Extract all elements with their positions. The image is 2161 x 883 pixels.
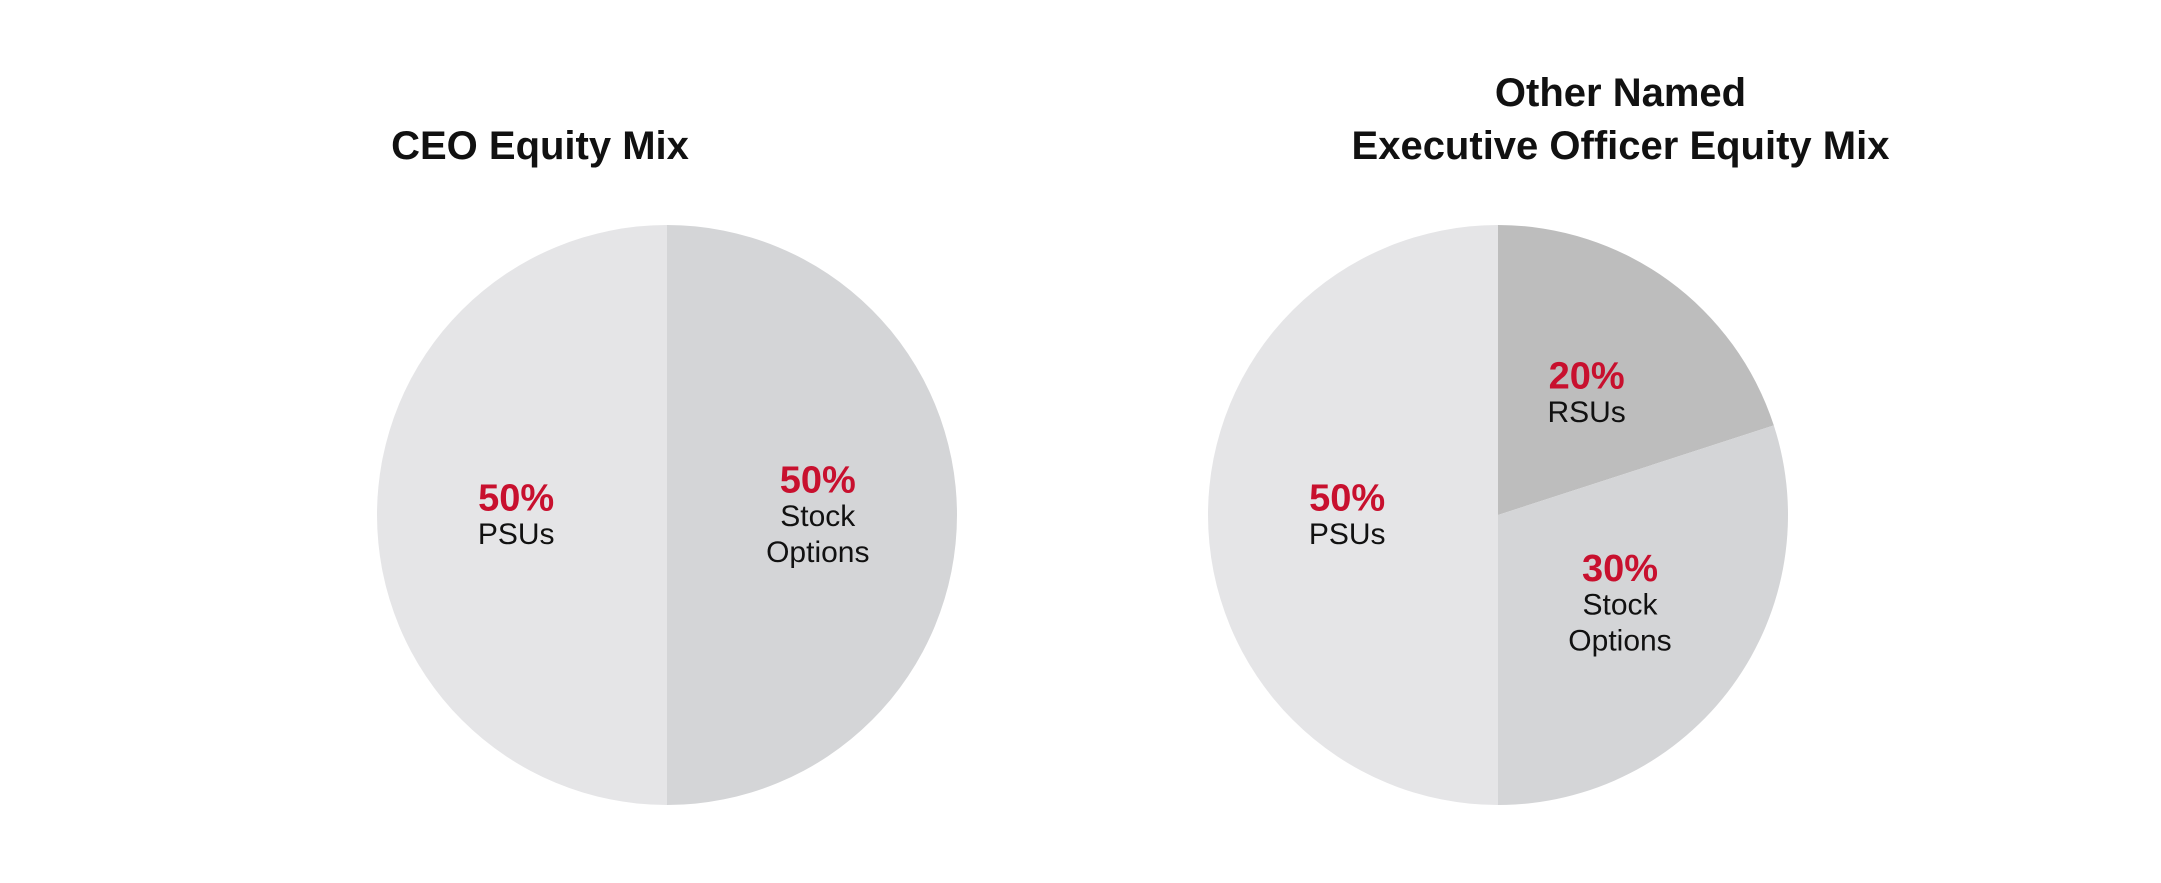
slice-category-label: Stock xyxy=(780,500,856,533)
pie-slice xyxy=(1498,425,1788,805)
slice-category-label: Stock xyxy=(1582,589,1658,622)
slice-category-label: PSUs xyxy=(1309,518,1386,551)
slice-percent-label: 50% xyxy=(780,459,856,501)
ceo-equity-mix-chart: CEO Equity Mix 50% Stock Options 50% PSUs xyxy=(0,0,1080,883)
slice-percent-label: 50% xyxy=(1309,477,1385,519)
chart-title-line: Other Named xyxy=(1494,71,1747,115)
slice-category-label: Options xyxy=(766,536,869,569)
slice-percent-label: 30% xyxy=(1582,548,1658,590)
slice-percent-label: 20% xyxy=(1549,355,1625,397)
slice-category-label: Options xyxy=(1568,625,1671,658)
slice-category-label: RSUs xyxy=(1547,396,1625,429)
pie-slice xyxy=(1498,225,1774,515)
chart-title-line: CEO Equity Mix xyxy=(391,124,689,168)
chart-title-line: Executive Officer Equity Mix xyxy=(1351,124,1890,168)
slice-label: 20%RSUs xyxy=(1547,355,1625,429)
slice-label: 50%PSUs xyxy=(478,477,555,551)
chart-title: CEO Equity Mix xyxy=(0,120,1080,173)
slice-label: 50%PSUs xyxy=(1309,477,1386,551)
pie-slice xyxy=(1208,225,1498,805)
neo-equity-mix-chart: Other Named Executive Officer Equity Mix… xyxy=(1080,0,2161,883)
pie-slice xyxy=(667,225,957,805)
slice-percent-label: 50% xyxy=(478,477,554,519)
pie-slice xyxy=(377,225,667,805)
slice-category-label: PSUs xyxy=(478,518,555,551)
chart-title: Other Named Executive Officer Equity Mix xyxy=(1080,67,2161,173)
